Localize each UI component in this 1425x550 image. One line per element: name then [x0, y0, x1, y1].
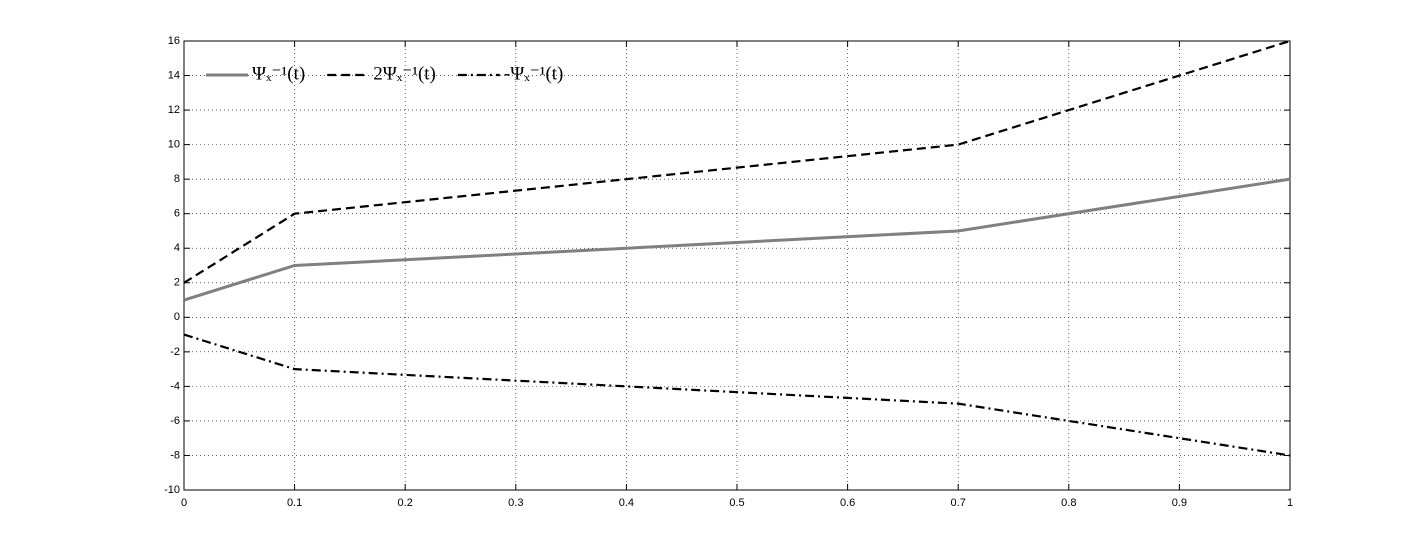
- legend-label: -Ψₓ⁻¹(t): [504, 63, 564, 84]
- line-series: [183, 177, 1291, 302]
- y-tick-label: -4: [170, 380, 180, 392]
- y-tick-label: -10: [164, 484, 180, 496]
- y-tick-label: -8: [170, 449, 180, 461]
- y-tick-label: 4: [174, 242, 180, 254]
- y-tick-label: 2: [174, 277, 180, 289]
- x-tick-label: 0.1: [287, 497, 302, 509]
- x-tick-label: 0.8: [1061, 497, 1076, 509]
- x-tick-label: 1: [1287, 497, 1293, 509]
- y-tick-label: 14: [168, 69, 180, 81]
- x-tick-label: 0.2: [398, 497, 413, 509]
- x-tick-label: 0.7: [951, 497, 966, 509]
- x-tick-label: 0.5: [729, 497, 744, 509]
- y-tick-label: 6: [174, 208, 180, 220]
- axes-box: [183, 40, 1291, 491]
- y-tick-label: 8: [174, 173, 180, 185]
- x-tick-label: 0.9: [1172, 497, 1187, 509]
- x-tick-label: 0: [181, 497, 187, 509]
- y-tick-label: -6: [170, 415, 180, 427]
- y-tick-label: 0: [174, 311, 180, 323]
- y-tick-label: 16: [168, 35, 180, 47]
- line-series: [183, 333, 1291, 457]
- legend-label: Ψₓ⁻¹(t): [252, 63, 305, 84]
- y-tick-label: 12: [168, 104, 180, 116]
- legend-label: 2Ψₓ⁻¹(t): [373, 63, 436, 84]
- y-tick-label: 10: [168, 139, 180, 151]
- x-tick-label: 0.4: [619, 497, 634, 509]
- y-tick-label: -2: [170, 346, 180, 358]
- x-tick-label: 0.6: [840, 497, 855, 509]
- x-tick-label: 0.3: [508, 497, 523, 509]
- line-series: [183, 39, 1291, 284]
